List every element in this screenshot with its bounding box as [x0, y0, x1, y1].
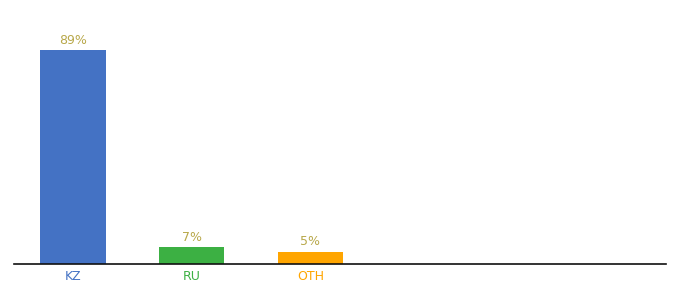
- Bar: [277, 252, 343, 264]
- Text: 89%: 89%: [59, 34, 87, 47]
- Bar: [40, 50, 105, 264]
- Bar: [159, 247, 224, 264]
- Text: 7%: 7%: [182, 231, 202, 244]
- Text: 5%: 5%: [301, 236, 320, 248]
